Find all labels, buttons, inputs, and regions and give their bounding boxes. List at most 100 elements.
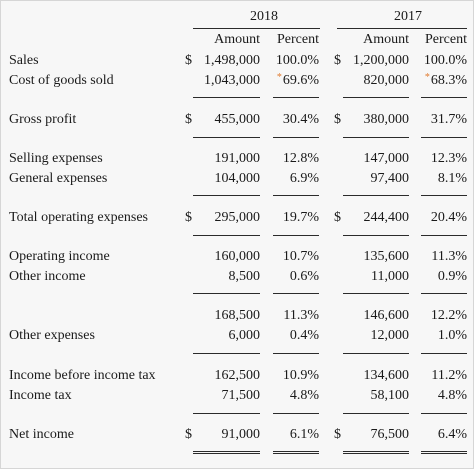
amount-2017: 146,600 bbox=[363, 308, 410, 323]
percent-2018: 12.8% bbox=[282, 151, 319, 166]
rule bbox=[421, 195, 467, 196]
row-label-net-income: Net income bbox=[9, 427, 74, 442]
row-label-general-expenses: General expenses bbox=[9, 171, 108, 186]
dollar-sign: $ bbox=[185, 112, 192, 127]
percent-2017: 4.8% bbox=[437, 388, 467, 403]
amount-2018: 162,500 bbox=[214, 368, 261, 383]
rule bbox=[343, 353, 409, 354]
rule bbox=[193, 97, 260, 98]
rule bbox=[343, 137, 409, 138]
rule bbox=[421, 293, 467, 294]
percent-2018: 30.4% bbox=[282, 112, 319, 127]
rule bbox=[343, 413, 409, 414]
percent-2017: 12.2% bbox=[430, 308, 467, 323]
percent-2018: 6.1% bbox=[289, 427, 319, 442]
amount-2017: 76,500 bbox=[370, 427, 410, 442]
row-label-selling-expenses: Selling expenses bbox=[9, 151, 103, 166]
rule bbox=[273, 97, 319, 98]
rule bbox=[273, 413, 319, 414]
row-label-gross-profit: Gross profit bbox=[9, 112, 77, 127]
row-label-operating-income: Operating income bbox=[9, 249, 110, 264]
row-label-sales: Sales bbox=[9, 53, 39, 68]
amount-2017: 58,100 bbox=[370, 388, 410, 403]
amount-2018: 6,000 bbox=[228, 328, 261, 343]
rule bbox=[273, 353, 319, 354]
percent-2017: 12.3% bbox=[430, 151, 467, 166]
year-2017-rule bbox=[337, 28, 467, 29]
year-2018-header: 2018 bbox=[250, 9, 278, 24]
percent-2017: 11.3% bbox=[431, 249, 467, 264]
row-label-income-before-tax: Income before income tax bbox=[9, 368, 156, 383]
dollar-sign: $ bbox=[185, 53, 192, 68]
percent-2018: 19.7% bbox=[282, 210, 319, 225]
percent-value: 68.3% bbox=[430, 73, 467, 88]
percent-2018: 10.7% bbox=[282, 249, 319, 264]
amount-2017: 135,600 bbox=[363, 249, 410, 264]
percent-2017: 6.4% bbox=[437, 427, 467, 442]
rule bbox=[421, 97, 467, 98]
amount-2017: 134,600 bbox=[363, 368, 410, 383]
dollar-sign: $ bbox=[334, 112, 341, 127]
rule bbox=[273, 195, 319, 196]
rule bbox=[193, 413, 260, 414]
rule bbox=[421, 413, 467, 414]
rule bbox=[193, 137, 260, 138]
percent-2017: 8.1% bbox=[437, 171, 467, 186]
row-label-cogs: Cost of goods sold bbox=[9, 73, 114, 88]
amount-2018: 71,500 bbox=[221, 388, 261, 403]
dollar-sign: $ bbox=[334, 53, 341, 68]
annotation-asterisk: * bbox=[424, 72, 430, 83]
amount-2017: 1,200,000 bbox=[353, 53, 409, 68]
double-rule bbox=[193, 451, 260, 454]
percent-2017-header: Percent bbox=[425, 32, 467, 47]
amount-2018: 455,000 bbox=[214, 112, 261, 127]
amount-2018: 168,500 bbox=[214, 308, 261, 323]
amount-2017: 12,000 bbox=[370, 328, 410, 343]
year-2018-rule bbox=[193, 28, 320, 29]
rule bbox=[193, 293, 260, 294]
rule bbox=[421, 137, 467, 138]
amount-2017: 97,400 bbox=[370, 171, 410, 186]
rule bbox=[193, 353, 260, 354]
year-2017-header: 2017 bbox=[394, 9, 422, 24]
percent-2017: 20.4% bbox=[430, 210, 467, 225]
percent-2017: 31.7% bbox=[430, 112, 467, 127]
amount-2017: 380,000 bbox=[363, 112, 410, 127]
rule bbox=[343, 293, 409, 294]
dollar-sign: $ bbox=[185, 427, 192, 442]
dollar-sign: $ bbox=[185, 210, 192, 225]
percent-value: 69.6% bbox=[282, 73, 319, 88]
row-label-income-tax: Income tax bbox=[9, 388, 72, 403]
amount-2017: 244,400 bbox=[363, 210, 410, 225]
amount-2018: 8,500 bbox=[228, 269, 261, 284]
rule bbox=[193, 235, 260, 236]
dollar-sign: $ bbox=[334, 427, 341, 442]
double-rule bbox=[343, 451, 409, 454]
percent-2018: 4.8% bbox=[289, 388, 319, 403]
rule bbox=[421, 353, 467, 354]
percent-2018: 0.6% bbox=[289, 269, 319, 284]
annotation-asterisk: * bbox=[276, 72, 282, 83]
rule bbox=[343, 235, 409, 236]
percent-2018: 10.9% bbox=[282, 368, 319, 383]
amount-2017: 147,000 bbox=[363, 151, 410, 166]
percent-2017: 1.0% bbox=[437, 328, 467, 343]
row-label-other-expenses: Other expenses bbox=[9, 328, 95, 343]
percent-2018: 100.0% bbox=[275, 53, 319, 68]
amount-2018: 91,000 bbox=[221, 427, 261, 442]
amount-2018: 295,000 bbox=[214, 210, 261, 225]
percent-2018: *69.6% bbox=[261, 72, 319, 90]
rule bbox=[193, 195, 260, 196]
rule bbox=[273, 137, 319, 138]
amount-2017-header: Amount bbox=[363, 32, 409, 47]
percent-2018: 6.9% bbox=[289, 171, 319, 186]
rule bbox=[343, 195, 409, 196]
double-rule bbox=[273, 451, 319, 454]
percent-2018: 11.3% bbox=[283, 308, 319, 323]
percent-2017: *68.3% bbox=[411, 72, 467, 90]
percent-2017: 0.9% bbox=[437, 269, 467, 284]
amount-2018: 104,000 bbox=[214, 171, 261, 186]
percent-2018-header: Percent bbox=[277, 32, 319, 47]
rule bbox=[343, 97, 409, 98]
